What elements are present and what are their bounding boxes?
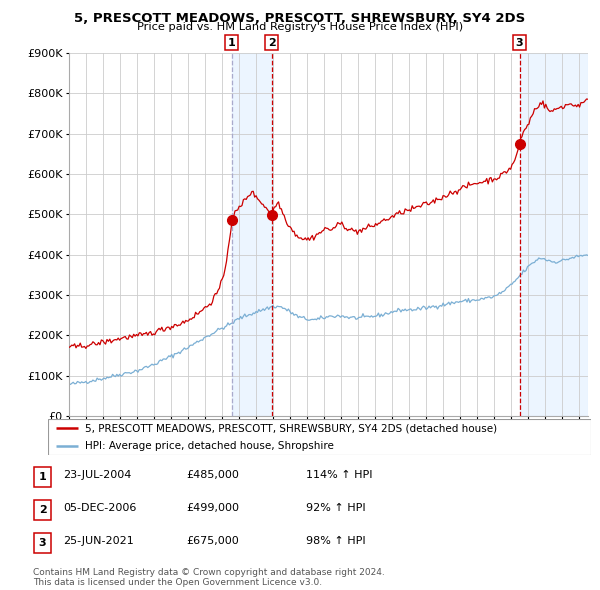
Text: 05-DEC-2006: 05-DEC-2006 xyxy=(63,503,136,513)
Text: HPI: Average price, detached house, Shropshire: HPI: Average price, detached house, Shro… xyxy=(85,441,334,451)
Text: £485,000: £485,000 xyxy=(186,470,239,480)
Bar xyxy=(232,53,272,416)
Text: 5, PRESCOTT MEADOWS, PRESCOTT, SHREWSBURY, SY4 2DS (detached house): 5, PRESCOTT MEADOWS, PRESCOTT, SHREWSBUR… xyxy=(85,424,497,434)
Text: 23-JUL-2004: 23-JUL-2004 xyxy=(63,470,131,480)
Text: 2: 2 xyxy=(268,38,276,48)
Text: 5, PRESCOTT MEADOWS, PRESCOTT, SHREWSBURY, SY4 2DS: 5, PRESCOTT MEADOWS, PRESCOTT, SHREWSBUR… xyxy=(74,12,526,25)
Text: £675,000: £675,000 xyxy=(186,536,239,546)
Text: 92% ↑ HPI: 92% ↑ HPI xyxy=(306,503,365,513)
Text: 3: 3 xyxy=(39,539,46,549)
Text: 1: 1 xyxy=(39,473,46,483)
Text: 3: 3 xyxy=(516,38,523,48)
Bar xyxy=(520,53,588,416)
Text: 2: 2 xyxy=(39,506,46,516)
Text: Price paid vs. HM Land Registry's House Price Index (HPI): Price paid vs. HM Land Registry's House … xyxy=(137,22,463,32)
Text: Contains HM Land Registry data © Crown copyright and database right 2024.
This d: Contains HM Land Registry data © Crown c… xyxy=(33,568,385,587)
Text: 1: 1 xyxy=(227,38,235,48)
Text: 25-JUN-2021: 25-JUN-2021 xyxy=(63,536,134,546)
Text: 114% ↑ HPI: 114% ↑ HPI xyxy=(306,470,373,480)
Text: £499,000: £499,000 xyxy=(186,503,239,513)
Text: 98% ↑ HPI: 98% ↑ HPI xyxy=(306,536,365,546)
